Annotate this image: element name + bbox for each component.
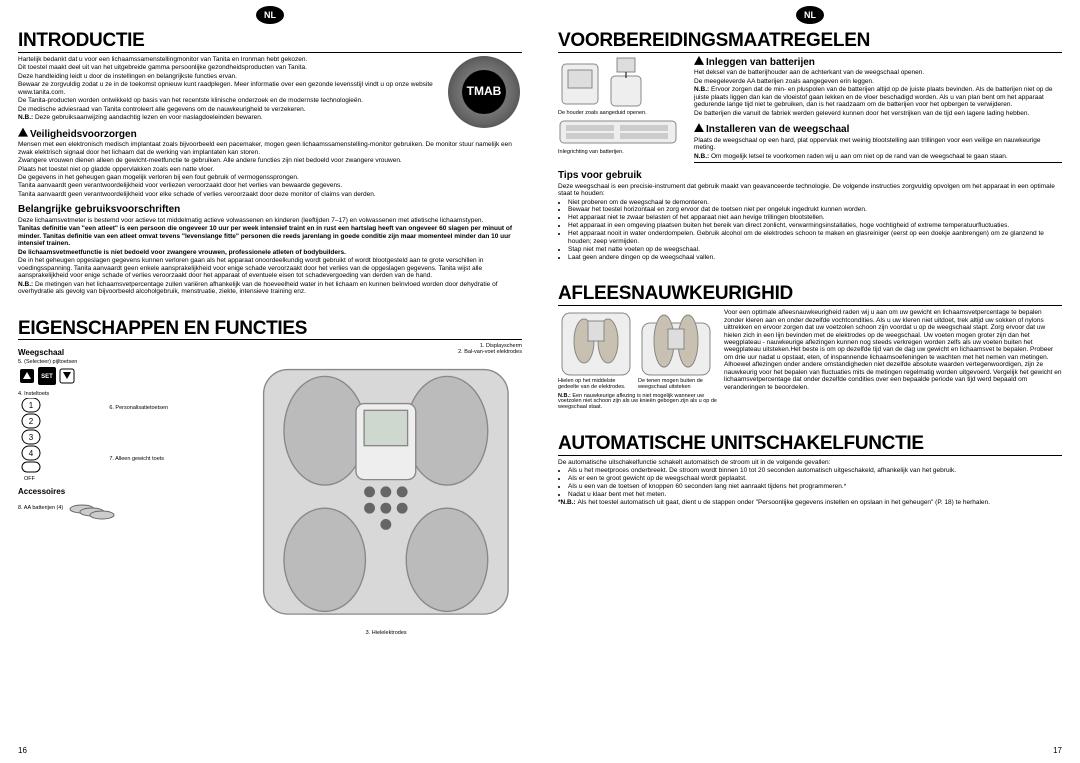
safety-p1: Mensen met een elektronisch medisch impl…	[18, 141, 522, 156]
acc-cap1: Hielen op het middelste gedeelte van de …	[558, 379, 634, 391]
auto-nb: Als het toestel automatisch uit gaat, di…	[578, 499, 990, 506]
accessoires-heading: Accessoires	[18, 487, 240, 496]
batt-title: Inleggen van batterijen	[706, 57, 815, 68]
usage-title: Belangrijke gebruiksvoorschriften	[18, 204, 522, 216]
intro-title: INTRODUCTIE	[18, 30, 522, 53]
features-title: EIGENSCHAPPEN EN FUNCTIES	[18, 318, 522, 341]
auto-title: AUTOMATISCHE UNITSCHAKELFUNCTIE	[558, 433, 1062, 456]
tip-2: Bewaar het toestel horizontaal en zorg e…	[568, 206, 1062, 213]
safety-p5: Tanita aanvaardt geen verantwoordelijkhe…	[18, 182, 522, 189]
usage-nb: De metingen van het lichaamsvetpercentag…	[18, 281, 498, 295]
auto-1: Als u het meetproces onderbreekt. De str…	[568, 467, 1062, 474]
intro-p1: Hartelijk bedankt dat u voor een lichaam…	[18, 56, 442, 63]
intro-p4: Bewaar ze zorgvuldig zodat u ze in de to…	[18, 81, 442, 96]
batt-nb: Ervoor zorgen dat de min- en pluspolen v…	[694, 86, 1052, 108]
install-p1: Plaats de weegschaal op een hard, plat o…	[694, 137, 1062, 152]
safety-p6: Tanita aanvaardt geen verantwoordelijkhe…	[18, 191, 522, 198]
page-number-left: 16	[18, 746, 27, 755]
intro-p2: Dit toestel maakt deel uit van het uitge…	[18, 64, 442, 71]
tmab-logo-text: TMAB	[462, 70, 506, 114]
battery-cover-icon	[558, 56, 603, 111]
usage-p1: Deze lichaamsvetmeter is bestemd voor ac…	[18, 217, 522, 224]
arrow-buttons-icon: SET	[18, 365, 78, 389]
prep-title: VOORBEREIDINGSMAATREGELEN	[558, 30, 1062, 53]
tip-6: Stap niet met natte voeten op de weegsch…	[568, 246, 1062, 253]
prep-cap2: Inlegrichting van batterijen.	[558, 150, 688, 156]
auto-2: Als er een te groot gewicht op de weegsc…	[568, 475, 1062, 482]
tips-intro: Deze weegschaal is een precisie-instrume…	[558, 183, 1062, 198]
auto-intro: De automatische uitschakelfunctie schake…	[558, 459, 1062, 466]
label-3: 3. Hielelektrodes	[250, 631, 522, 637]
usage-p3: De lichaamsvetmeetfunctie is niet bedoel…	[18, 249, 522, 256]
scale-illustration	[250, 356, 522, 628]
number-buttons-icon: 1 2 3 4	[18, 398, 48, 474]
usage-p2: Tanitas definitie van "een atleet" is ee…	[18, 225, 522, 247]
usage-p4: De in het geheugen opgeslagen gegevens k…	[18, 257, 522, 279]
svg-text:2: 2	[29, 417, 34, 426]
acc-cap2: De tenen mogen buiten de weegschaal uits…	[638, 379, 714, 391]
auto-3: Als u een van de toetsen of knoppen 60 s…	[568, 483, 1062, 490]
acc-nb: Een nauwkeurige aflezing is niet mogelij…	[558, 393, 717, 411]
batteries-icon	[67, 498, 117, 520]
tips-title: Tips voor gebruik	[558, 170, 1062, 182]
intro-p5: De Tanita-producten worden ontwikkeld op…	[18, 97, 442, 104]
safety-title: Veiligheidsvoorzorgen	[30, 129, 137, 140]
svg-text:1: 1	[29, 401, 34, 410]
tip-4: Het apparaat in een omgeving plaatsen bu…	[568, 222, 1062, 229]
tmab-logo: TMAB	[448, 56, 520, 128]
tip-7: Laat geen andere dingen op de weegschaal…	[568, 254, 1062, 261]
batt-p3: De batterijen die vanuit de fabriek werd…	[694, 110, 1062, 117]
label-8: 8. AA batterijen (4)	[18, 506, 63, 512]
intro-p3: Deze handleiding leidt u door de instell…	[18, 73, 442, 80]
label-7: 7. Alleen gewicht toets	[109, 457, 240, 463]
auto-4: Nadat u klaar bent met het meten.	[568, 491, 1062, 498]
country-badge-right: NL	[796, 6, 824, 24]
feet-overhang-icon	[638, 309, 714, 379]
safety-p4: De gegevens in het geheugen gaan mogelij…	[18, 174, 522, 181]
intro-nb: Deze gebruiksaanwijzing aandachtig lezen…	[35, 114, 263, 121]
battery-compartment-icon	[558, 117, 678, 147]
safety-p2: Zwangere vrouwen dienen alleen de gewich…	[18, 157, 522, 164]
country-badge-left: NL	[256, 6, 284, 24]
tip-5: Het apparaat nooit in water onderdompele…	[568, 230, 1062, 245]
intro-p6: De medische adviesraad van Tanita contro…	[18, 106, 442, 113]
accuracy-text: Voor een optimale afleesnauwkeurigheid r…	[724, 309, 1062, 391]
tip-1: Niet proberen om de weegschaal te demont…	[568, 199, 1062, 206]
safety-p3: Plaats het toestel niet op gladde opperv…	[18, 166, 522, 173]
batt-p2: De meegeleverde AA batterijen zoals aang…	[694, 78, 1062, 85]
battery-insert-icon	[607, 56, 645, 111]
install-nb: Om mogelijk letsel te voorkomen raden wi…	[711, 153, 1008, 160]
tip-3: Het apparaat niet te zwaar belasten of h…	[568, 214, 1062, 221]
svg-text:4: 4	[29, 449, 34, 458]
install-title: Installeren van de weegschaal	[706, 124, 849, 135]
page-number-right: 17	[1053, 746, 1062, 755]
accuracy-title: AFLEESNAUWKEURIGHID	[558, 283, 1062, 306]
svg-text:SET: SET	[41, 374, 53, 380]
feet-correct-icon	[558, 309, 634, 379]
svg-text:3: 3	[29, 433, 34, 442]
weegschaal-heading: Weegschaal	[18, 348, 240, 357]
batt-p1: Het deksel van de batterijhouder aan de …	[694, 69, 1062, 76]
